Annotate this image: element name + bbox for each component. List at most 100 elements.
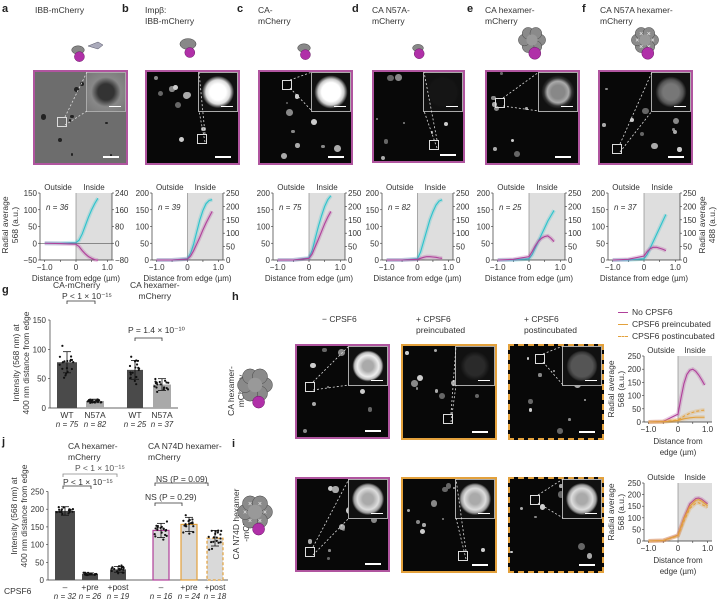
- line-chart-a: −50 0 50 100 150 −80 0 80 160 240 −1.0 0 1.0 Outside I…: [23, 183, 129, 283]
- inset-zoom: [311, 72, 351, 112]
- panel-title-f: CA N57A hexamer- mCherry: [600, 5, 673, 26]
- inside-shade: [678, 483, 712, 541]
- data-point: [210, 540, 213, 544]
- series-line: [648, 368, 706, 423]
- data-point: [63, 360, 66, 363]
- y-tick-label-right: 50: [568, 243, 577, 252]
- particle: [528, 399, 533, 404]
- y-tick-label-left: 150: [592, 206, 606, 215]
- y-tick-label: 200: [31, 505, 45, 514]
- scale-bar: [585, 512, 597, 514]
- particle: [321, 144, 325, 149]
- data-point: [165, 520, 169, 523]
- data-point: [153, 532, 156, 536]
- y-tick-label-left: 0: [33, 239, 38, 248]
- x-tick-label: −1.0: [641, 425, 657, 434]
- data-point: [163, 379, 167, 382]
- y-tick-label-right: 240: [115, 189, 129, 198]
- h-ca-hexamer-icon: [237, 368, 273, 409]
- inset-zoom: [348, 479, 388, 519]
- scale-bar: [478, 512, 490, 514]
- particle: [169, 86, 175, 92]
- i-ca-n74d-hexamer-icon: ××××× ×: [237, 495, 273, 536]
- series-line: [44, 197, 99, 244]
- data-point: [97, 399, 101, 402]
- legend-item-preincubated: CPSF6 preincubated: [618, 319, 711, 329]
- data-point: [70, 358, 74, 362]
- significance-bracket: [134, 337, 163, 341]
- data-point: [60, 508, 64, 511]
- particle: [510, 139, 514, 143]
- category-label: +post: [107, 582, 129, 592]
- micrograph-h3: [508, 344, 604, 440]
- y-tick-label-left: 100: [477, 223, 491, 232]
- connector-line: [450, 345, 457, 415]
- zoom-region-box: [530, 495, 540, 505]
- data-point: [192, 525, 195, 528]
- particle: [384, 139, 389, 144]
- connector-line: [542, 345, 564, 355]
- data-point: [110, 569, 113, 573]
- connector-line: [289, 87, 313, 112]
- y-tick-label-left: 200: [628, 491, 642, 500]
- x-axis-label: Distance from edge (µm): [32, 274, 121, 283]
- series-line: [497, 235, 555, 261]
- particle: [677, 147, 682, 152]
- x-tick-label: −1.0: [490, 263, 506, 272]
- zoom-region-box: [282, 80, 292, 90]
- particle: [381, 156, 386, 161]
- particle: [311, 119, 317, 125]
- y-tick-label-right: 250: [683, 189, 697, 198]
- y-tick-label-right: 200: [226, 202, 240, 211]
- data-point: [216, 531, 219, 534]
- data-point: [164, 529, 167, 532]
- a-y-axis-label: Radial average 568 (a.u.): [0, 196, 20, 253]
- panel-letter-f: f: [582, 3, 586, 15]
- data-point: [135, 363, 139, 366]
- data-point: [62, 376, 66, 379]
- scale-bar: [478, 379, 490, 381]
- panel-letter-h: h: [232, 291, 239, 303]
- outside-label: Outside: [497, 183, 525, 192]
- particle: [328, 549, 331, 552]
- series-line: [386, 256, 443, 261]
- particle: [492, 102, 497, 107]
- connector-line: [312, 478, 350, 548]
- series-line: [44, 242, 99, 261]
- y-tick-label-left: 0: [375, 256, 380, 265]
- inside-label: Inside: [83, 183, 105, 192]
- zoom-region-box: [305, 547, 315, 557]
- inside-label: Inside: [195, 183, 217, 192]
- data-point: [156, 526, 159, 529]
- data-point: [207, 535, 210, 538]
- y-tick-label-right: 80: [115, 223, 124, 232]
- y-tick-label-left: 100: [24, 206, 38, 215]
- scale-bar: [585, 379, 597, 381]
- connector-line: [64, 71, 88, 118]
- y-tick-label-left: 200: [592, 189, 606, 198]
- mcherry-domain: [74, 51, 85, 62]
- data-point: [137, 368, 140, 372]
- i-y-axis-label-line: Radial average: [606, 483, 616, 540]
- panel-letter-i: i: [232, 438, 236, 450]
- micrograph-h1: [295, 344, 390, 439]
- legend-item-no-cpsf6: No CPSF6: [618, 307, 673, 317]
- scale-bar: [579, 564, 595, 566]
- particle: [281, 153, 287, 159]
- particle: [157, 91, 164, 97]
- x-tick-label: 0: [307, 263, 312, 272]
- sample-size-label: n = 82: [84, 420, 107, 429]
- particle: [68, 118, 72, 122]
- inset-zoom: [455, 346, 495, 386]
- particle: [525, 107, 528, 110]
- y-tick-label-left: 0: [637, 418, 642, 427]
- x-tick-label: 1.0: [335, 263, 347, 272]
- particle: [673, 118, 680, 125]
- x-tick-label: −1.0: [270, 263, 286, 272]
- bar: [86, 400, 104, 408]
- panel-title-b: Impβ: IBB-mCherry: [145, 5, 195, 26]
- outside-label: Outside: [386, 183, 414, 192]
- scale-bar: [555, 156, 571, 158]
- particle: [416, 387, 419, 390]
- particle: [452, 487, 455, 490]
